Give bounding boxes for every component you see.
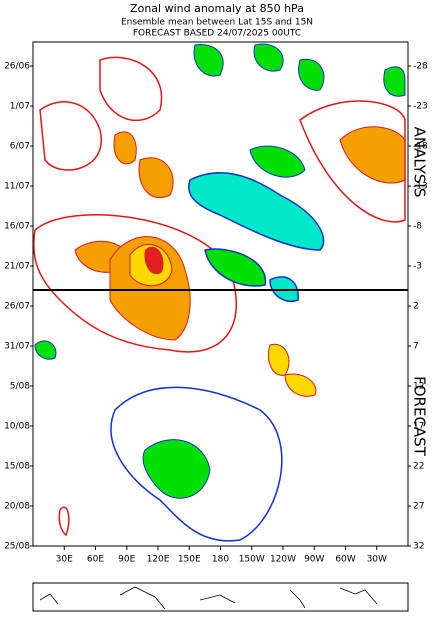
- x-tick-label: 90E: [118, 555, 135, 565]
- x-tick-label: 30W: [367, 555, 387, 565]
- contour: [299, 100, 406, 223]
- y2-tick-label: 22: [413, 462, 424, 472]
- y-tick-label: 15/08: [4, 462, 30, 472]
- contour: [33, 214, 237, 353]
- contour: [142, 439, 211, 499]
- contour: [204, 248, 266, 287]
- x-tick-label: 180: [212, 555, 229, 565]
- y2-tick-label: -28: [413, 62, 428, 72]
- contour: [113, 131, 137, 165]
- x-tick-label: 60E: [87, 555, 104, 565]
- y-tick-label: 21/07: [4, 262, 30, 272]
- contour: [298, 58, 325, 91]
- contour: [144, 246, 164, 275]
- x-tick-label: 150E: [178, 555, 201, 565]
- y-tick-label: 5/08: [10, 382, 30, 392]
- y2-tick-label: 17: [413, 422, 424, 432]
- contour: [249, 145, 306, 178]
- minimap: [32, 582, 409, 612]
- contour: [110, 386, 283, 542]
- contour: [39, 101, 103, 171]
- y2-tick-label: -8: [413, 222, 422, 232]
- y-tick-label: 20/08: [4, 502, 30, 512]
- chart-caption: FORECAST BASED 24/07/2025 00UTC: [133, 29, 301, 39]
- x-tick-label: 60W: [335, 555, 355, 565]
- annotation: FORECAST: [411, 376, 429, 457]
- y2-tick-label: 12: [413, 382, 424, 392]
- y2-tick-label: 27: [413, 502, 424, 512]
- y2-tick-label: 32: [413, 542, 424, 552]
- contour: [188, 172, 325, 251]
- contour: [34, 340, 57, 360]
- annotation: ANALYSIS: [411, 127, 429, 198]
- x-tick-label: 120E: [147, 555, 170, 565]
- y-tick-label: 26/07: [4, 302, 30, 312]
- contour: [284, 373, 317, 397]
- contour: [339, 126, 406, 184]
- y-tick-label: 16/07: [4, 222, 30, 232]
- x-tick-label: 120W: [270, 555, 296, 565]
- contour: [193, 44, 224, 77]
- x-tick-label: 150W: [239, 555, 265, 565]
- contour: [99, 56, 163, 121]
- y2-tick-label: 7: [413, 342, 419, 352]
- y2-tick-label: -23: [413, 102, 428, 112]
- y-tick-label: 10/08: [4, 422, 30, 432]
- plot-frame: [32, 41, 409, 547]
- y2-tick-label: -13: [413, 182, 428, 192]
- y2-tick-label: -3: [413, 262, 422, 272]
- coastline: [39, 586, 378, 610]
- x-tick-label: 90W: [304, 555, 324, 565]
- y2-tick-label: 2: [413, 302, 419, 312]
- x-tick-label: 30E: [56, 555, 73, 565]
- chart-title: Zonal wind anomaly at 850 hPa: [130, 2, 304, 15]
- chart-subtitle: Ensemble mean between Lat 15S and 15N: [121, 18, 313, 28]
- y-tick-label: 26/06: [4, 62, 30, 72]
- contour: [383, 66, 406, 97]
- y-tick-label: 1/07: [10, 102, 30, 112]
- y-tick-label: 6/07: [10, 142, 30, 152]
- contour: [267, 343, 290, 376]
- contour: [58, 506, 70, 537]
- y-tick-label: 11/07: [4, 182, 30, 192]
- y2-tick-label: -18: [413, 142, 428, 152]
- contour: [253, 43, 284, 72]
- y-tick-label: 25/08: [4, 542, 30, 552]
- contour-field: [33, 43, 406, 542]
- contour: [138, 157, 174, 198]
- y-tick-label: 31/07: [4, 342, 30, 352]
